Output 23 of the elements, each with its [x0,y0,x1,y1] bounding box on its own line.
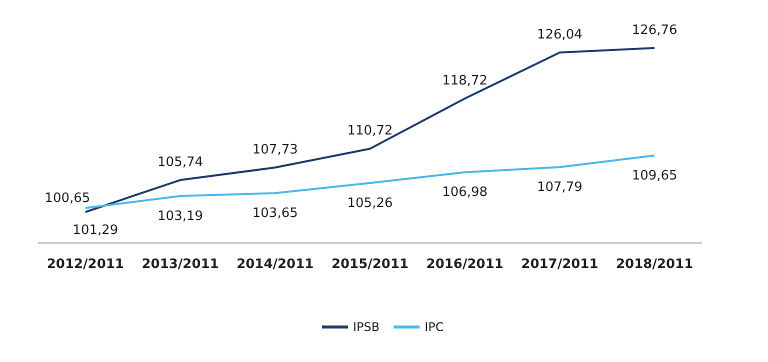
data-label: 126,04 [536,28,582,43]
data-label: 100,65 [44,191,90,206]
data-label: 118,72 [442,74,488,88]
data-label: 105,26 [347,196,393,212]
legend-label: IPC [424,320,444,334]
x-tick-label: 2018/2011 [616,257,694,272]
x-tick-label: 2014/2011 [236,257,314,272]
data-label: 103,19 [158,209,204,224]
legend-label: IPSB [353,320,380,334]
x-tick-label: 2013/2011 [142,257,219,272]
x-tick-label: 2015/2011 [331,257,409,272]
data-label: 110,72 [347,124,393,139]
data-label: 107,79 [536,180,582,196]
data-label: 126,76 [632,23,678,38]
data-label: 107,73 [252,142,298,158]
data-label: 105,74 [158,155,204,170]
data-label: 106,98 [442,185,488,200]
data-label: 101,29 [72,222,118,238]
x-tick-label: 2016/2011 [426,257,504,272]
data-label: 109,65 [632,168,678,184]
x-tick-label: 2017/2011 [521,257,598,272]
x-tick-label: 2012/2011 [46,257,124,272]
data-label: 103,65 [252,206,298,222]
